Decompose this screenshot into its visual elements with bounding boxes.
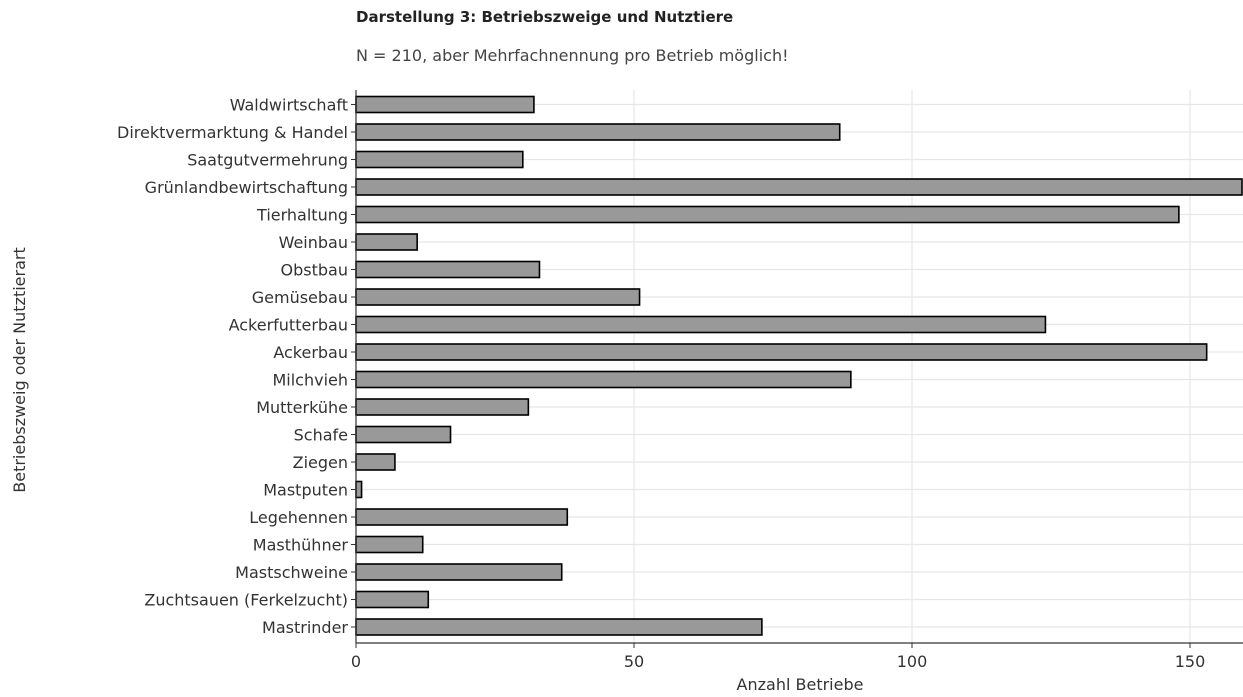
y-tick-label: Zuchtsauen (Ferkelzucht) [144, 591, 348, 610]
y-tick-label: Ackerfutterbau [229, 316, 348, 335]
y-tick-label: Schafe [294, 426, 348, 445]
bar [355, 618, 763, 636]
y-tick-label: Milchvieh [272, 371, 348, 390]
y-tick-label: Ackerbau [273, 343, 348, 362]
x-axis-title: Anzahl Betriebe [737, 675, 864, 694]
y-tick-label: Mastputen [263, 481, 348, 500]
x-tick-label: 150 [1175, 652, 1206, 671]
chart-subtitle: N = 210, aber Mehrfachnennung pro Betrie… [356, 46, 789, 65]
grid-lines [356, 90, 1243, 643]
y-tick-label: Masthühner [253, 536, 349, 555]
bar [355, 453, 396, 471]
bar [355, 398, 530, 416]
bar [355, 150, 524, 169]
y-tick-label: Obstbau [281, 261, 348, 280]
x-tick-label: 100 [897, 652, 928, 671]
bar [355, 508, 569, 526]
y-tick-label: Waldwirtschaft [230, 96, 348, 115]
x-tick-label: 0 [351, 652, 361, 671]
bar [355, 425, 452, 444]
bar [355, 535, 424, 554]
y-tick-label: Mutterkühe [256, 398, 348, 417]
y-tick-label: Gemüsebau [252, 288, 348, 307]
bar [355, 370, 852, 389]
bar [355, 315, 1047, 334]
bar [355, 288, 641, 306]
y-tick-label: Direktvermarktung & Handel [117, 123, 348, 142]
bar [355, 563, 563, 581]
y-tick-label: Tierhaltung [256, 206, 348, 225]
bar [355, 123, 841, 141]
y-tick-label: Grünlandbewirtschaftung [145, 178, 348, 197]
bar [355, 233, 418, 251]
bars [355, 95, 1243, 636]
bar [355, 480, 363, 499]
y-tick-label: Mastschweine [235, 563, 348, 582]
bar [355, 260, 541, 279]
y-tick-label: Weinbau [279, 233, 348, 252]
bar [355, 343, 1208, 361]
y-axis-title: Betriebszweig oder Nutztierart [10, 247, 29, 493]
y-tick-label: Legehennen [249, 508, 348, 527]
bar [355, 95, 535, 114]
y-tick-label: Ziegen [293, 453, 348, 472]
bar [355, 178, 1243, 196]
bar [355, 590, 430, 609]
chart-title: Darstellung 3: Betriebszweige und Nutzti… [356, 8, 734, 26]
y-tick-label: Mastrinder [262, 618, 348, 637]
axes: 0 50 100 150 Waldwirtschaft Direktvermarktung… [117, 90, 1243, 671]
bar [355, 205, 1180, 224]
x-tick-label: 50 [624, 652, 644, 671]
y-tick-label: Saatgutvermehrung [187, 151, 348, 170]
